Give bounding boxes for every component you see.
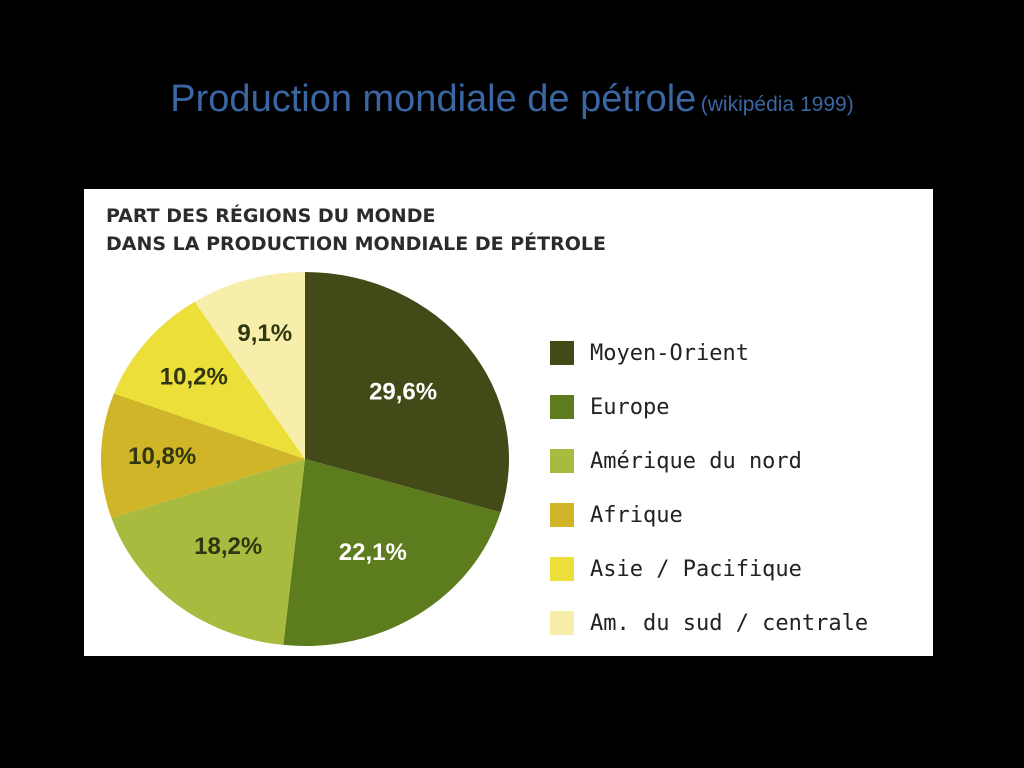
chart-title-line-1: PART DES RÉGIONS DU MONDE — [106, 205, 436, 227]
legend-item-afrique: Afrique — [550, 488, 868, 542]
legend-label: Europe — [590, 394, 670, 420]
legend-item-am-du-sud-centrale: Am. du sud / centrale — [550, 596, 868, 650]
pie-slice-amerique-du-nord — [111, 459, 305, 645]
legend-swatch — [550, 395, 574, 419]
legend-item-moyen-orient: Moyen-Orient — [550, 326, 868, 380]
pie-slice-label-europe: 22,1% — [339, 539, 407, 566]
chart-panel: PART DES RÉGIONS DU MONDE DANS LA PRODUC… — [84, 189, 933, 656]
chart-title-line-2: DANS LA PRODUCTION MONDIALE DE PÉTROLE — [106, 233, 606, 255]
pie-slice-am-du-sud-centrale — [194, 272, 305, 459]
legend-swatch — [550, 611, 574, 635]
legend-item-amerique-du-nord: Amérique du nord — [550, 434, 868, 488]
legend-swatch — [550, 341, 574, 365]
pie-slice-afrique — [100, 393, 305, 518]
legend-label: Amérique du nord — [590, 448, 802, 474]
slide-title-source: (wikipédia 1999) — [700, 93, 854, 116]
pie-slice-label-moyen-orient: 29,6% — [369, 378, 437, 405]
pie-slice-asie-pacifique — [113, 301, 305, 459]
legend-label: Asie / Pacifique — [590, 556, 802, 582]
pie-slice-moyen-orient — [305, 272, 510, 513]
legend-swatch — [550, 557, 574, 581]
pie-slice-label-asie-pacifique: 10,2% — [160, 363, 228, 390]
pie-slice-label-am-du-sud-centrale: 9,1% — [237, 320, 292, 347]
pie-slice-label-afrique: 10,8% — [128, 443, 196, 470]
legend-item-asie-pacifique: Asie / Pacifique — [550, 542, 868, 596]
chart-title: PART DES RÉGIONS DU MONDE DANS LA PRODUC… — [106, 202, 606, 258]
legend-swatch — [550, 449, 574, 473]
chart-legend: Moyen-Orient Europe Amérique du nord Afriqu… — [550, 326, 868, 650]
legend-label: Am. du sud / centrale — [590, 610, 869, 636]
pie-slice-label-amerique-du-nord: 18,2% — [194, 533, 262, 560]
legend-label: Moyen-Orient — [590, 340, 749, 366]
legend-item-europe: Europe — [550, 380, 868, 434]
legend-swatch — [550, 503, 574, 527]
pie-slice-europe — [283, 459, 501, 646]
slide-title: Production mondiale de pétrole (wikipédi… — [0, 78, 1024, 121]
slide-title-main: Production mondiale de pétrole — [170, 78, 697, 120]
legend-label: Afrique — [590, 502, 683, 528]
pie-chart: 29,6% 22,1% 18,2% 10,8% 10,2% 9,1% — [100, 272, 510, 646]
